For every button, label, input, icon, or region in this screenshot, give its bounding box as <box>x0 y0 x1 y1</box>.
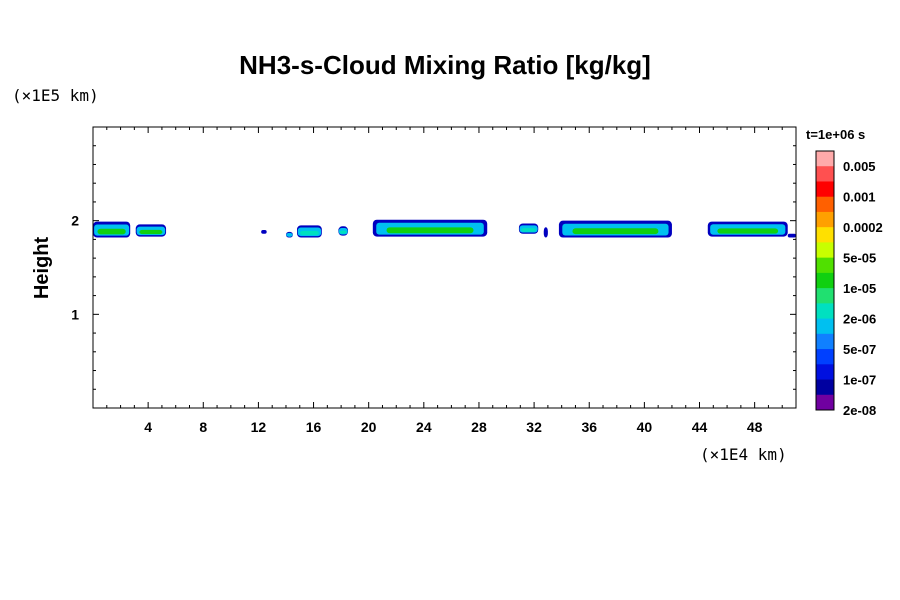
cloud-layer <box>558 220 672 238</box>
x-tick-label: 28 <box>471 419 487 435</box>
colorbar-swatch <box>816 272 834 289</box>
colorbar-swatch <box>816 181 834 198</box>
cloud-layer <box>297 225 322 238</box>
y-unit-label: (×1E5 km) <box>12 86 99 105</box>
cloud-layers <box>93 219 796 238</box>
colorbar-label: 1e-05 <box>843 281 876 296</box>
colorbar-swatch <box>816 257 834 274</box>
colorbar-label: 5e-07 <box>843 342 876 357</box>
colorbar-swatch <box>816 227 834 243</box>
x-tick-label: 44 <box>692 419 708 435</box>
cloud-layer <box>135 224 167 237</box>
x-tick-label: 40 <box>637 419 653 435</box>
cloud-core <box>386 227 474 234</box>
colorbar-swatch <box>816 242 834 259</box>
colorbar-swatch <box>816 151 834 167</box>
colorbar-swatch <box>816 349 834 365</box>
cloud-layer <box>338 226 349 236</box>
y-axis-label: Height <box>31 237 53 300</box>
colorbar-frame <box>815 150 835 411</box>
x-unit-label: (×1E4 km) <box>700 445 787 464</box>
cloud-layer <box>261 230 267 234</box>
x-tick-label: 4 <box>144 419 152 435</box>
colorbar-swatch <box>816 318 834 335</box>
cloud-layer <box>787 233 796 238</box>
plot-frame <box>92 126 797 409</box>
y-tick-label: 2 <box>71 213 79 229</box>
cloud-layer <box>372 219 488 237</box>
cloud-core <box>521 228 536 232</box>
colorbar-swatch <box>816 196 834 213</box>
x-tick-label: 32 <box>526 419 542 435</box>
cloud-core <box>572 228 659 235</box>
cloud-layer <box>543 227 548 238</box>
colorbar-swatch <box>816 364 834 381</box>
colorbar-swatch <box>816 379 834 396</box>
colorbar-label: 5e-05 <box>843 251 876 266</box>
cloud-layer <box>285 231 293 238</box>
chart-title: NH3-s-Cloud Mixing Ratio [kg/kg] <box>239 50 651 80</box>
x-tick-label: 24 <box>416 419 432 435</box>
x-tick-label: 16 <box>306 419 322 435</box>
cloud-core <box>97 228 126 235</box>
colorbar-label: 0.001 <box>843 190 876 205</box>
colorbar-label: 2e-08 <box>843 403 876 418</box>
x-tick-labels: 4 8 12 16 20 24 28 32 36 40 44 48 <box>144 419 762 435</box>
colorbar-swatch <box>816 333 834 350</box>
colorbar-label: 0.005 <box>843 159 876 174</box>
cloud-layer <box>707 221 788 237</box>
colorbar-swatch <box>816 288 834 304</box>
legend-title: t=1e+06 s <box>806 127 865 142</box>
axis-ticks <box>93 127 796 408</box>
cloud-layer <box>93 221 131 238</box>
x-tick-label: 8 <box>199 419 207 435</box>
y-tick-labels: 12 <box>71 213 79 323</box>
cloud-layer <box>518 223 539 234</box>
x-tick-label: 12 <box>251 419 267 435</box>
x-tick-label: 36 <box>581 419 597 435</box>
cloud-core <box>339 230 347 234</box>
colorbar-label: 1e-07 <box>843 373 876 388</box>
cloud-core <box>139 229 163 235</box>
colorbar-swatch <box>816 166 834 182</box>
colorbar-label: 0.0002 <box>843 220 883 235</box>
colorbar-legend: 0.005 0.001 0.0002 5e-05 1e-05 2e-06 5e-07 1e-0… <box>815 150 883 418</box>
cloud-core <box>286 234 293 237</box>
cloud-outer <box>787 233 796 238</box>
x-tick-label: 20 <box>361 419 377 435</box>
y-tick-label: 1 <box>71 306 79 322</box>
cloud-core <box>717 228 779 234</box>
cloud-outer <box>261 230 267 234</box>
colorbar-swatch <box>816 211 834 228</box>
cloud-core <box>299 230 319 236</box>
x-tick-label: 48 <box>747 419 763 435</box>
cloud-outer <box>543 227 548 238</box>
colorbar-swatch <box>816 303 834 320</box>
colorbar-swatch <box>816 394 834 411</box>
colorbar-label: 2e-06 <box>843 312 876 327</box>
